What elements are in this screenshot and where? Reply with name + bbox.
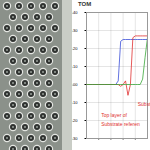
svg-text:-0.30: -0.30 <box>72 136 78 141</box>
svg-text:Top layer of: Top layer of <box>101 112 127 118</box>
svg-text:10.000: 10.000 <box>93 146 106 147</box>
svg-text:0.40: 0.40 <box>72 10 78 15</box>
svg-text:0.20: 0.20 <box>72 46 78 51</box>
svg-text:Substrate referen: Substrate referen <box>101 121 140 127</box>
svg-text:40.000: 40.000 <box>129 146 142 147</box>
html-text:TOM: TOM <box>78 1 92 7</box>
svg-text:-0.10: -0.10 <box>72 100 78 105</box>
svg-text:0.00: 0.00 <box>72 82 78 87</box>
svg-text:0.10: 0.10 <box>72 64 78 69</box>
svg-text:30.000: 30.000 <box>117 146 130 147</box>
svg-text:-0.20: -0.20 <box>72 118 78 123</box>
svg-text:0.30: 0.30 <box>72 28 78 33</box>
svg-text:Subst: Subst <box>138 101 150 107</box>
svg-text:20.000: 20.000 <box>105 146 118 147</box>
